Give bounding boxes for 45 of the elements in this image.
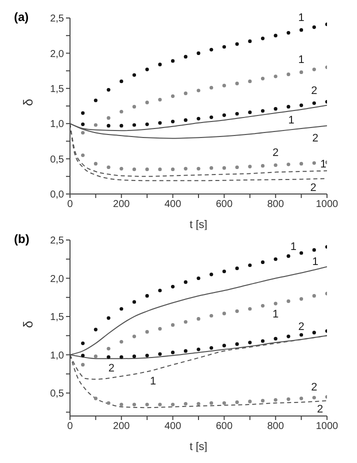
series-label: 2 xyxy=(108,362,114,375)
x-tick-label: 800 xyxy=(267,199,284,210)
chart-title: (a) xyxy=(14,10,29,24)
y-tick-label: 1,5 xyxy=(50,84,64,95)
y-tick-label: 0,0 xyxy=(50,190,64,201)
x-tick-label: 1000 xyxy=(316,199,339,210)
y-tick-label: 0,5 xyxy=(50,388,64,400)
series-label: 1 xyxy=(272,308,279,321)
y-axis-title: δ xyxy=(20,320,36,328)
series-label: 2 xyxy=(310,182,316,194)
y-tick-label: 1,0 xyxy=(50,350,64,362)
x-tick-label: 200 xyxy=(113,199,130,210)
y-tick-label: 2,0 xyxy=(50,48,64,60)
x-tick-label: 600 xyxy=(216,421,233,432)
y-tick-label: 2,5 xyxy=(50,14,64,25)
series-label: 2 xyxy=(298,320,304,333)
x-tick-label: 400 xyxy=(164,199,182,210)
series-label: 1 xyxy=(320,158,326,170)
x-tick-label: 1000 xyxy=(316,421,339,432)
series-label: 1 xyxy=(298,12,304,24)
x-tick-label: 800 xyxy=(267,421,284,432)
y-tick-label: 2,5 xyxy=(50,236,64,247)
x-tick-label: 200 xyxy=(113,421,130,432)
series-label: 2 xyxy=(312,132,318,145)
x-tick-label: 400 xyxy=(164,421,182,432)
series-label: 2 xyxy=(316,404,324,416)
series-label: 1 xyxy=(312,256,318,268)
series-label: 1 xyxy=(288,114,294,127)
series-label: 1 xyxy=(150,376,156,388)
y-tick-label: 0,5 xyxy=(50,154,64,166)
series-label: 1 xyxy=(298,54,304,66)
x-axis-title: t [s] xyxy=(190,219,208,231)
x-tick-label: 0 xyxy=(67,421,74,432)
y-tick-label: 1,0 xyxy=(50,119,64,130)
series-label: 1 xyxy=(290,241,297,254)
x-tick-label: 600 xyxy=(216,199,233,210)
series-label: 2 xyxy=(311,382,318,394)
y-tick-label: 1,5 xyxy=(50,312,64,324)
x-axis-title: t [s] xyxy=(190,441,208,453)
y-tick-label: 2,0 xyxy=(50,274,64,285)
y-axis-title: δ xyxy=(20,98,36,106)
x-tick-label: 0 xyxy=(67,199,74,210)
chart-title: (b) xyxy=(14,232,30,246)
series-label: 2 xyxy=(272,147,279,160)
series-label: 2 xyxy=(311,85,318,98)
